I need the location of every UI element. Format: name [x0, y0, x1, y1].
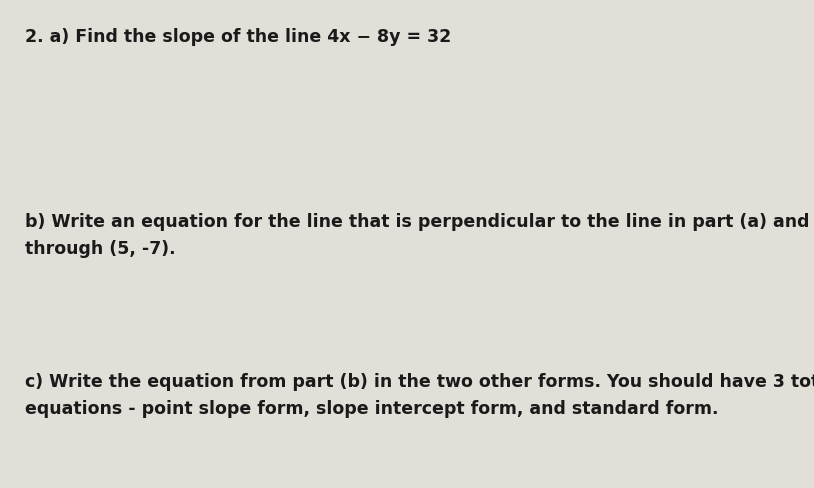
Text: equations - point slope form, slope intercept form, and standard form.: equations - point slope form, slope inte… [25, 400, 719, 418]
Text: c) Write the equation from part (b) in the two other forms. You should have 3 to: c) Write the equation from part (b) in t… [25, 373, 814, 391]
Text: b) Write an equation for the line that is perpendicular to the line in part (a) : b) Write an equation for the line that i… [25, 213, 814, 231]
Text: through (5, -7).: through (5, -7). [25, 240, 176, 258]
Text: 2. a) Find the slope of the line 4x − 8y = 32: 2. a) Find the slope of the line 4x − 8y… [25, 28, 451, 46]
